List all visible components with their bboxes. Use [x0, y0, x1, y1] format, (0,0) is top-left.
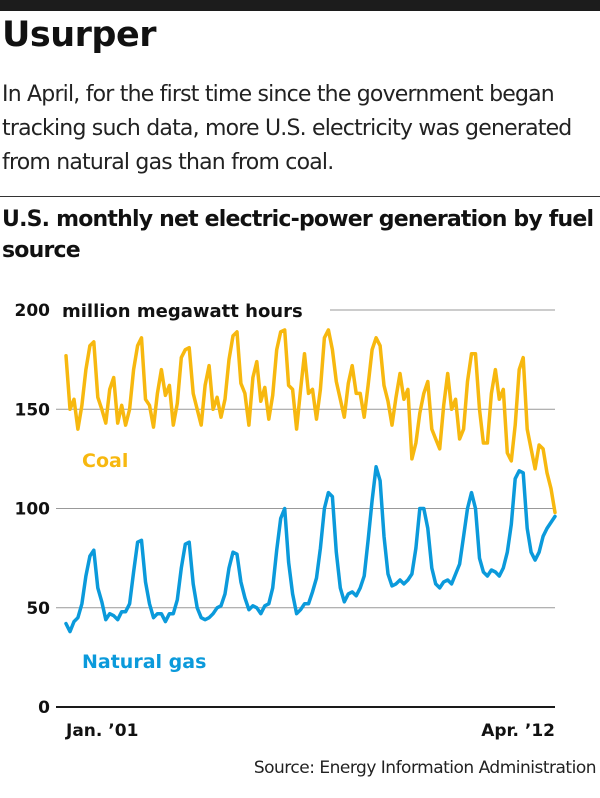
chart-title: U.S. monthly net electric-power generati… — [2, 207, 594, 263]
dek: In April, for the first time since the g… — [2, 82, 572, 175]
y-tick-label: 50 — [26, 599, 50, 619]
source-note: Source: Energy Information Administratio… — [253, 758, 597, 778]
y-tick-label: 100 — [15, 500, 51, 520]
label-layer: 0 50 100 150 200 million megawatt hours Jan. ’… — [15, 301, 556, 741]
series-layer — [64, 328, 557, 634]
y-tick-label: 0 — [38, 698, 50, 718]
y-tick-label: 200 — [15, 301, 51, 321]
headline: Usurper — [2, 15, 156, 55]
section-divider — [0, 196, 600, 197]
grid-layer — [56, 309, 555, 708]
y-tick-label: 150 — [15, 400, 51, 420]
natural-gas-label: Natural gas — [82, 651, 206, 673]
natural-gas-series-line — [64, 465, 557, 634]
y-axis-unit-label: million megawatt hours — [62, 301, 303, 322]
x-tick-label-end: Apr. ’12 — [481, 721, 555, 741]
coal-series-line — [64, 328, 557, 515]
top-rule — [0, 0, 600, 11]
x-tick-label-start: Jan. ’01 — [65, 721, 138, 741]
coal-label: Coal — [82, 450, 128, 472]
